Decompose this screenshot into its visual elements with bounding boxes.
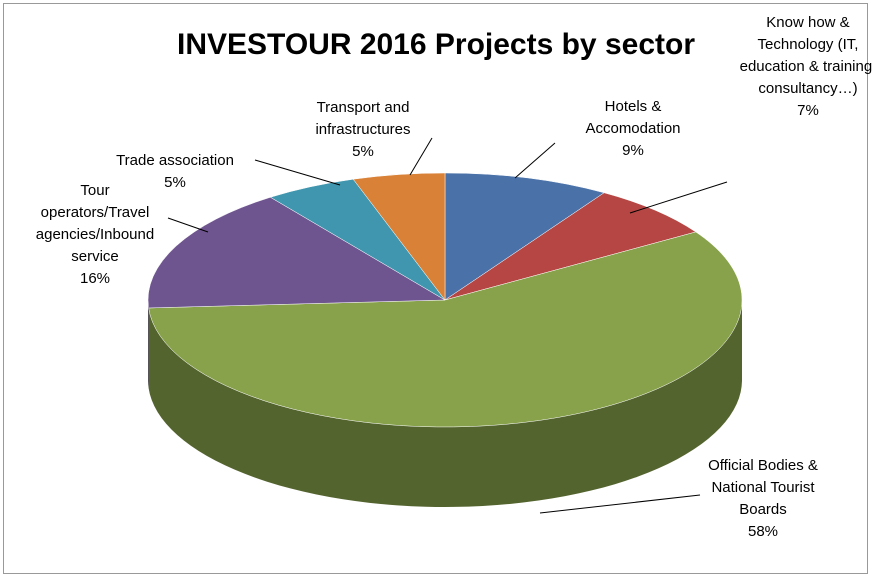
data-label: Trade association 5% bbox=[95, 150, 255, 194]
label-name: Transport and infrastructures bbox=[315, 99, 411, 138]
label-name: Trade association bbox=[116, 152, 234, 169]
data-label: Transport and infrastructures 5% bbox=[293, 97, 433, 163]
label-value: 58% bbox=[747, 523, 779, 540]
data-label: Know how & Technology (IT, education & t… bbox=[738, 12, 872, 122]
data-label: Hotels & Accomodation 9% bbox=[563, 96, 703, 162]
chart-title: INVESTOUR 2016 Projects by sector bbox=[177, 28, 695, 61]
label-name: Tour operators/Travel agencies/Inbound s… bbox=[35, 182, 155, 265]
label-name: Official Bodies & National Tourist Board… bbox=[708, 457, 818, 518]
label-name: Know how & Technology (IT, education & t… bbox=[739, 14, 872, 97]
pie-slice bbox=[148, 231, 743, 428]
leader-line bbox=[539, 494, 701, 514]
leader-line bbox=[254, 159, 341, 186]
leader-line bbox=[514, 142, 556, 179]
pie-side bbox=[148, 300, 743, 508]
pie-side bbox=[148, 300, 149, 388]
leader-line bbox=[409, 137, 433, 176]
pie-slice bbox=[352, 172, 446, 301]
data-label: Tour operators/Travel agencies/Inbound s… bbox=[25, 180, 165, 290]
data-label: Official Bodies & National Tourist Board… bbox=[688, 455, 838, 543]
label-value: 7% bbox=[797, 102, 819, 119]
leader-line bbox=[629, 181, 728, 214]
frame bbox=[3, 3, 868, 574]
leader-line bbox=[167, 217, 209, 233]
label-value: 5% bbox=[164, 174, 186, 191]
pie-slice bbox=[147, 196, 446, 309]
pie-slice bbox=[444, 172, 605, 301]
label-value: 9% bbox=[622, 142, 644, 159]
label-name: Hotels & Accomodation bbox=[585, 98, 681, 137]
label-value: 5% bbox=[352, 143, 374, 160]
pie-slice bbox=[444, 192, 697, 301]
label-value: 16% bbox=[79, 270, 111, 287]
